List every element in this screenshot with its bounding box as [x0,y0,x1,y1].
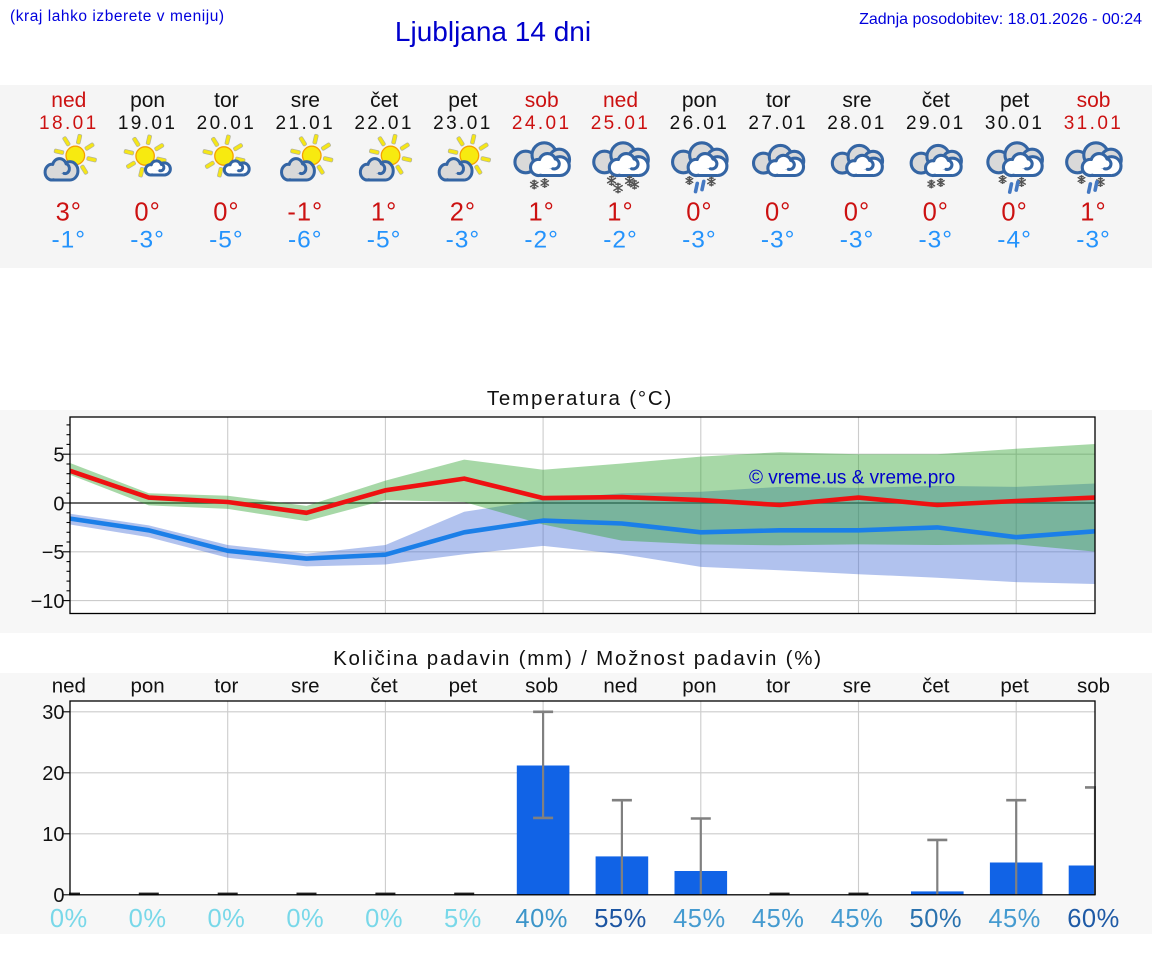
svg-text:-2°: -2° [603,227,638,254]
svg-text:-3°: -3° [130,227,165,254]
svg-text:tor: tor [214,675,238,698]
svg-text:pet: pet [1000,675,1029,698]
svg-text:5%: 5% [444,905,482,933]
svg-text:-5°: -5° [209,227,244,254]
svg-text:29.01: 29.01 [906,113,966,134]
svg-text:28.01: 28.01 [827,113,887,134]
svg-text:20: 20 [42,763,64,785]
svg-text:sob: sob [1077,89,1111,112]
svg-text:0%: 0% [129,905,167,933]
svg-text:45%: 45% [831,905,884,933]
svg-text:ned: ned [603,89,638,112]
svg-text:ned: ned [52,675,86,698]
svg-text:pon: pon [130,675,164,698]
svg-text:45%: 45% [752,905,805,933]
svg-text:-3°: -3° [682,227,717,254]
svg-text:10: 10 [42,824,64,846]
svg-text:čet: čet [922,89,950,112]
svg-text:Temperatura (°C): Temperatura (°C) [487,387,673,410]
svg-text:25.01: 25.01 [591,113,651,134]
svg-text:pon: pon [682,89,717,112]
svg-text:0°: 0° [765,199,791,227]
svg-text:0%: 0% [207,905,245,933]
svg-text:19.01: 19.01 [118,113,178,134]
svg-text:0%: 0% [50,905,88,933]
svg-text:−10: −10 [31,591,65,613]
svg-text:sob: sob [525,89,559,112]
svg-text:-1°: -1° [287,199,323,227]
svg-text:45%: 45% [673,905,726,933]
svg-text:(kraj lahko izberete v meniju): (kraj lahko izberete v meniju) [10,8,225,25]
svg-text:čet: čet [370,675,398,698]
svg-text:40%: 40% [515,905,568,933]
svg-text:0°: 0° [134,199,160,227]
svg-text:pet: pet [1000,89,1029,112]
svg-text:čet: čet [922,675,950,698]
svg-text:pet: pet [449,675,478,698]
svg-text:sre: sre [843,675,871,698]
svg-text:0%: 0% [286,905,324,933]
svg-text:sre: sre [291,675,319,698]
svg-text:30.01: 30.01 [985,113,1045,134]
svg-text:22.01: 22.01 [354,113,414,134]
svg-text:30: 30 [42,702,64,724]
svg-text:0%: 0% [365,905,403,933]
svg-text:-6°: -6° [288,227,323,254]
svg-text:ned: ned [51,89,86,112]
svg-text:ned: ned [603,675,637,698]
svg-text:sre: sre [291,89,320,112]
svg-text:3°: 3° [56,199,82,227]
svg-text:60%: 60% [1067,905,1120,933]
svg-text:2°: 2° [450,199,476,227]
svg-text:-3°: -3° [761,227,796,254]
svg-text:31.01: 31.01 [1064,113,1124,134]
svg-text:−5: −5 [42,542,65,564]
svg-text:0°: 0° [686,199,712,227]
svg-text:Količina padavin (mm) / Možnos: Količina padavin (mm) / Možnost padavin … [333,647,823,670]
svg-text:-4°: -4° [997,227,1032,254]
svg-text:-3°: -3° [446,227,481,254]
svg-text:tor: tor [766,89,791,112]
svg-text:sre: sre [842,89,871,112]
svg-text:sob: sob [1077,675,1110,698]
svg-text:Zadnja posodobitev: 18.01.2026: Zadnja posodobitev: 18.01.2026 - 00:24 [859,11,1142,28]
svg-text:tor: tor [214,89,239,112]
svg-text:© vreme.us & vreme.pro: © vreme.us & vreme.pro [749,468,955,489]
svg-text:Ljubljana 14 dni: Ljubljana 14 dni [395,16,591,47]
svg-text:0°: 0° [1001,199,1027,227]
svg-text:0: 0 [53,885,64,907]
svg-text:1°: 1° [371,199,397,227]
svg-text:1°: 1° [1080,199,1106,227]
svg-text:-2°: -2° [524,227,559,254]
svg-text:27.01: 27.01 [748,113,808,134]
svg-text:-3°: -3° [1076,227,1111,254]
svg-text:pon: pon [682,675,716,698]
svg-text:-3°: -3° [919,227,954,254]
svg-text:0°: 0° [844,199,870,227]
svg-text:-3°: -3° [840,227,875,254]
svg-text:26.01: 26.01 [670,113,730,134]
svg-text:45%: 45% [988,905,1041,933]
svg-text:-5°: -5° [367,227,402,254]
svg-text:pet: pet [448,89,477,112]
svg-text:24.01: 24.01 [512,113,572,134]
svg-text:23.01: 23.01 [433,113,493,134]
svg-text:tor: tor [766,675,790,698]
svg-text:50%: 50% [910,905,963,933]
svg-text:0°: 0° [923,199,949,227]
svg-text:5: 5 [53,445,64,467]
svg-text:0: 0 [53,493,64,515]
svg-text:18.01: 18.01 [39,113,99,134]
svg-text:čet: čet [370,89,398,112]
svg-text:55%: 55% [594,905,647,933]
svg-text:20.01: 20.01 [197,113,257,134]
svg-text:pon: pon [130,89,165,112]
svg-text:1°: 1° [607,199,633,227]
svg-text:1°: 1° [529,199,555,227]
svg-text:0°: 0° [213,199,239,227]
svg-text:sob: sob [525,675,558,698]
svg-text:21.01: 21.01 [276,113,336,134]
svg-text:-1°: -1° [52,227,87,254]
